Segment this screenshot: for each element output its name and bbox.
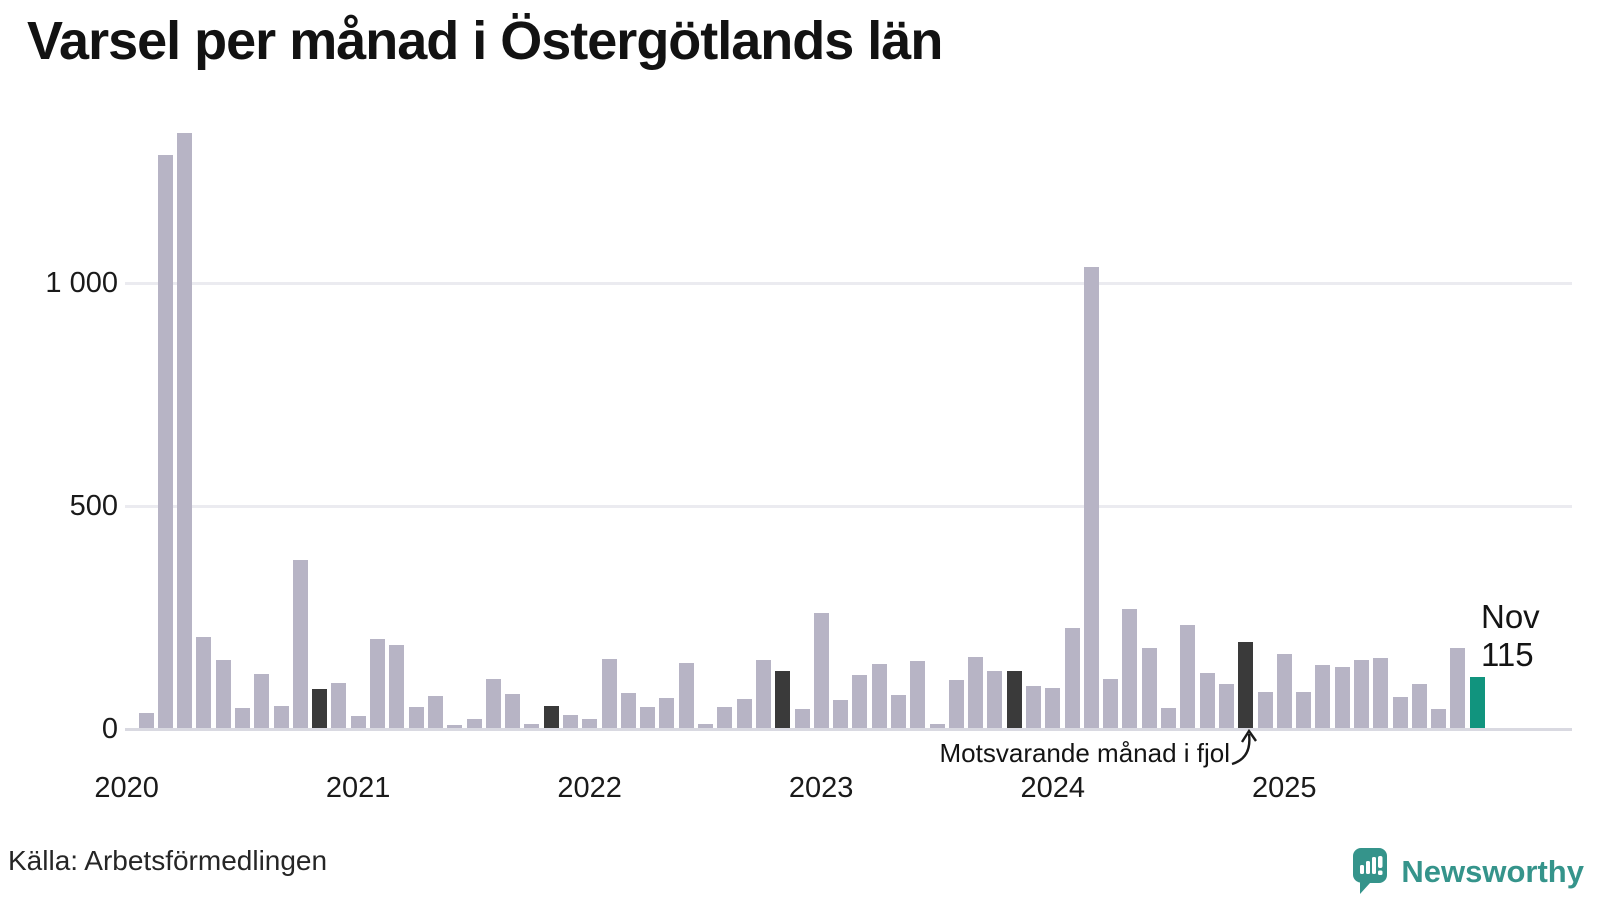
x-tick-2024: 2024 <box>1020 772 1086 804</box>
bar-2022-09 <box>736 699 752 728</box>
bar-2022-04 <box>640 707 656 728</box>
x-axis-line <box>125 728 1572 731</box>
bar-2020-07 <box>235 708 250 728</box>
x-tick-2023: 2023 <box>788 772 854 804</box>
bar-2024-12 <box>1257 692 1273 728</box>
bar-2025-10 <box>1450 648 1466 728</box>
bar-2020-09 <box>273 706 289 728</box>
bar-2022-01 <box>582 719 598 728</box>
current-point-label: Nov 115 <box>1481 598 1540 674</box>
bar-2022-10 <box>755 660 771 728</box>
bar-2024-05 <box>1122 609 1138 728</box>
y-tick-0: 0 <box>101 713 118 745</box>
bar-2020-04 <box>177 133 193 728</box>
bar-2023-12 <box>1026 686 1041 728</box>
bar-2024-07 <box>1161 708 1176 728</box>
x-tick-2020: 2020 <box>94 772 159 804</box>
bar-2020-06 <box>215 660 231 728</box>
bar-2021-11 <box>543 706 559 728</box>
annotation-arrow-icon <box>1231 728 1257 766</box>
bar-2024-10 <box>1218 684 1234 728</box>
bar-2024-02 <box>1064 628 1080 728</box>
bar-2025-04 <box>1334 667 1350 728</box>
bar-2025-05 <box>1354 660 1369 728</box>
bar-2024-04 <box>1103 679 1119 728</box>
bar-2021-09 <box>505 694 521 728</box>
x-tick-2022: 2022 <box>557 772 622 804</box>
bar-2023-04 <box>871 664 887 728</box>
newsworthy-bubble-icon <box>1353 848 1388 894</box>
bar-2020-02 <box>138 713 154 728</box>
bar-2022-08 <box>717 707 733 728</box>
bar-2023-07 <box>929 724 945 728</box>
bar-2025-06 <box>1373 658 1389 728</box>
bar-2024-01 <box>1045 688 1061 728</box>
y-tick-1000: 1 000 <box>45 267 118 300</box>
bar-2021-10 <box>524 724 540 728</box>
bar-2022-03 <box>620 693 636 728</box>
bar-2023-08 <box>948 680 964 728</box>
chart-title: Varsel per månad i Östergötlands län <box>27 11 943 71</box>
bar-2024-09 <box>1199 673 1215 728</box>
bar-2021-05 <box>427 696 443 728</box>
bar-2025-11 <box>1469 677 1485 728</box>
current-point-value: 115 <box>1481 636 1534 673</box>
bar-2024-08 <box>1180 625 1196 728</box>
bar-2021-12 <box>562 715 578 728</box>
bar-2020-10 <box>292 560 308 728</box>
bar-2025-07 <box>1392 697 1408 728</box>
source-note: Källa: Arbetsförmedlingen <box>8 845 328 876</box>
bar-2022-11 <box>775 671 791 728</box>
bar-2023-03 <box>852 675 868 728</box>
bar-2022-06 <box>678 663 694 728</box>
bar-2025-02 <box>1296 692 1312 728</box>
bar-2025-01 <box>1276 654 1292 728</box>
x-tick-2021: 2021 <box>325 772 391 804</box>
bar-2025-03 <box>1315 665 1331 728</box>
bar-2023-01 <box>813 613 829 728</box>
bar-2021-08 <box>485 679 501 728</box>
bar-2022-12 <box>794 709 810 728</box>
bar-2025-08 <box>1411 684 1427 728</box>
bar-2021-01 <box>350 716 366 728</box>
bar-2021-02 <box>370 639 385 728</box>
y-tick-500: 500 <box>69 490 118 523</box>
annotation-label: Motsvarande månad i fjol <box>939 738 1230 768</box>
bar-2020-03 <box>157 155 173 728</box>
bar-2023-10 <box>987 671 1003 728</box>
x-tick-2025: 2025 <box>1252 772 1317 804</box>
bar-2022-02 <box>601 659 617 728</box>
bar-2023-06 <box>910 661 926 728</box>
bar-2023-11 <box>1006 671 1022 728</box>
brand-name: Newsworthy <box>1401 853 1584 889</box>
bar-2023-02 <box>833 700 848 728</box>
bar-2020-08 <box>254 674 270 728</box>
gridline-500 <box>125 505 1572 509</box>
bar-2023-05 <box>890 695 906 728</box>
bar-2021-03 <box>389 645 405 728</box>
bar-2020-12 <box>331 683 347 728</box>
bar-2024-06 <box>1141 648 1157 728</box>
current-point-month: Nov <box>1481 598 1540 635</box>
gridline-1000 <box>125 282 1572 286</box>
bar-2020-11 <box>312 689 328 728</box>
bar-2022-07 <box>698 724 713 728</box>
bar-2021-04 <box>408 707 424 728</box>
bar-2020-05 <box>196 637 212 728</box>
bar-2022-05 <box>659 698 675 728</box>
bar-2023-09 <box>968 657 984 728</box>
bar-2025-09 <box>1431 709 1447 728</box>
bar-2021-06 <box>447 725 463 728</box>
bar-2024-03 <box>1083 267 1099 728</box>
bar-2021-07 <box>466 719 482 728</box>
brand-logo: Newsworthy <box>1353 848 1584 895</box>
bar-2024-11 <box>1238 642 1254 728</box>
